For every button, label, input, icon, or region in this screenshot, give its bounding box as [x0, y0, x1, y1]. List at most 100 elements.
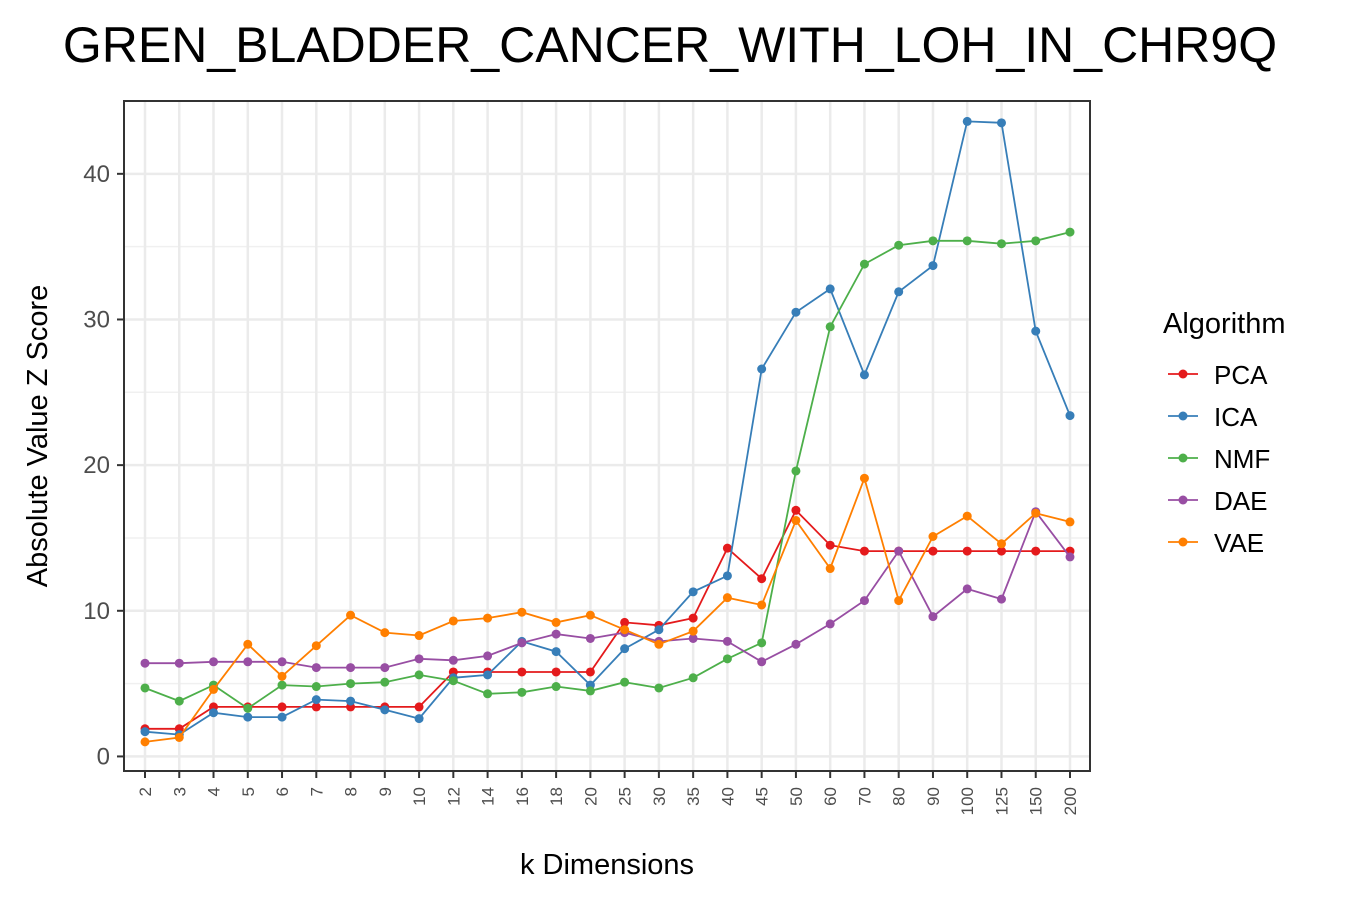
data-point-nmf: [654, 683, 664, 693]
data-point-vae: [448, 616, 458, 626]
data-point-nmf: [620, 677, 630, 687]
data-point-pca: [585, 667, 595, 677]
x-tick-label: 8: [342, 787, 361, 796]
data-point-pca: [620, 617, 630, 627]
legend-key-point: [1178, 369, 1188, 379]
x-tick-label: 150: [1027, 787, 1046, 815]
series-layer: [140, 116, 1075, 747]
data-point-ica: [1065, 411, 1075, 421]
data-point-nmf: [551, 682, 561, 692]
data-point-vae: [243, 639, 253, 649]
data-point-pca: [962, 546, 972, 556]
data-point-dae: [311, 663, 321, 673]
data-point-vae: [620, 625, 630, 635]
series-line-vae: [144, 475, 1071, 743]
data-point-nmf: [757, 638, 767, 648]
data-point-dae: [928, 612, 938, 622]
plot-border: [123, 100, 1091, 772]
legend-item-vae: VAE: [1168, 528, 1264, 558]
data-point-dae: [174, 658, 184, 668]
data-point-ica: [311, 695, 321, 705]
legend: Algorithm PCA ICA NMF DAE VAE: [1163, 308, 1286, 558]
data-point-nmf: [380, 677, 390, 687]
legend-item-nmf: NMF: [1168, 444, 1270, 474]
data-point-nmf: [791, 466, 801, 476]
data-point-ica: [654, 625, 664, 635]
x-tick-label: 125: [992, 787, 1011, 815]
data-point-pca: [551, 667, 561, 677]
x-tick-label: 60: [821, 787, 840, 806]
data-point-dae: [346, 663, 356, 673]
data-point-vae: [380, 628, 390, 638]
series-ica: [140, 116, 1075, 740]
data-point-pca: [688, 613, 698, 623]
x-tick-label: 90: [924, 787, 943, 806]
data-point-pca: [757, 574, 767, 584]
y-axis-label: Absolute Value Z Score: [22, 285, 54, 588]
x-tick-label: 200: [1061, 787, 1080, 815]
data-point-vae: [859, 473, 869, 483]
data-point-nmf: [448, 676, 458, 686]
data-point-dae: [517, 638, 527, 648]
legend-key-point: [1178, 537, 1188, 547]
data-point-nmf: [311, 682, 321, 692]
legend-key-point: [1178, 453, 1188, 463]
data-point-nmf: [688, 673, 698, 683]
data-point-nmf: [1031, 236, 1041, 246]
x-tick-label: 16: [513, 787, 532, 806]
series-vae: [140, 473, 1075, 747]
series-line-nmf: [144, 231, 1071, 710]
data-point-dae: [551, 629, 561, 639]
x-tick-label: 40: [718, 787, 737, 806]
data-point-vae: [414, 631, 424, 641]
data-point-dae: [1065, 552, 1075, 562]
y-tick-label: 30: [83, 306, 110, 333]
data-point-nmf: [585, 686, 595, 696]
data-point-pca: [722, 543, 732, 553]
data-point-ica: [414, 714, 424, 724]
data-point-dae: [962, 584, 972, 594]
x-tick-label: 45: [753, 787, 772, 806]
data-point-ica: [551, 647, 561, 657]
legend-item-ica: ICA: [1168, 402, 1258, 432]
data-point-vae: [996, 539, 1006, 549]
x-tick-label: 2: [136, 787, 155, 796]
data-point-dae: [243, 657, 253, 667]
legend-key-point: [1178, 495, 1188, 505]
data-point-ica: [996, 118, 1006, 128]
data-point-dae: [585, 633, 595, 643]
legend-key-point: [1178, 411, 1188, 421]
x-tick-label: 70: [855, 787, 874, 806]
series-line-ica: [144, 120, 1071, 736]
data-point-vae: [825, 564, 835, 574]
data-point-nmf: [517, 687, 527, 697]
legend-label: DAE: [1214, 486, 1267, 516]
plot-background: [124, 101, 1090, 771]
data-point-vae: [140, 737, 150, 747]
x-tick-label: 80: [890, 787, 909, 806]
data-point-dae: [996, 594, 1006, 604]
data-point-pca: [517, 667, 527, 677]
y-tick-label: 10: [83, 598, 110, 625]
legend-title: Algorithm: [1163, 308, 1286, 340]
data-point-vae: [1065, 517, 1075, 527]
y-tick-label: 0: [97, 743, 110, 770]
data-point-nmf: [825, 322, 835, 332]
data-point-ica: [483, 670, 493, 680]
data-point-nmf: [243, 703, 253, 713]
data-point-vae: [1031, 508, 1041, 518]
data-point-vae: [654, 639, 664, 649]
data-point-nmf: [1065, 227, 1075, 237]
x-tick-label: 5: [239, 787, 258, 796]
data-point-vae: [483, 613, 493, 623]
data-point-ica: [791, 307, 801, 317]
data-point-ica: [620, 644, 630, 654]
data-point-nmf: [962, 236, 972, 246]
data-point-ica: [140, 727, 150, 737]
data-point-nmf: [346, 679, 356, 689]
data-point-nmf: [140, 683, 150, 693]
data-point-pca: [277, 702, 287, 712]
data-point-pca: [311, 702, 321, 712]
data-point-ica: [688, 587, 698, 597]
